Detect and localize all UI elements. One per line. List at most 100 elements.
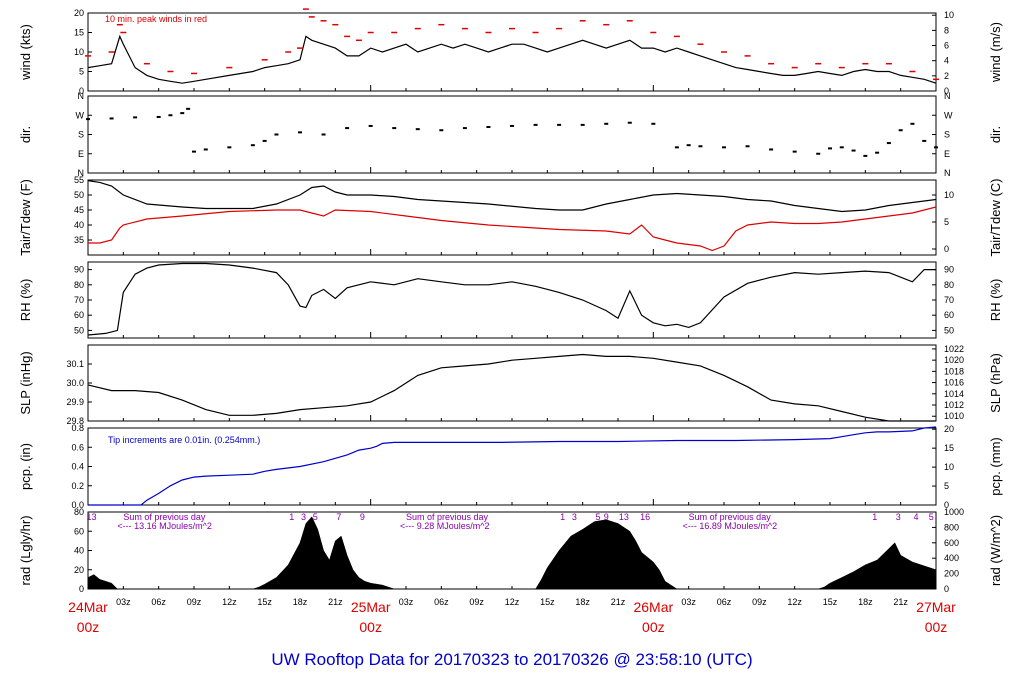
ytick-right-label: 1020 [944, 355, 964, 365]
ylabel-left: SLP (inHg) [18, 351, 33, 414]
x-hour-label: 09z [187, 597, 202, 607]
ylabel-right: dir. [988, 126, 1003, 143]
series-line-wind-speed [87, 34, 937, 84]
pcp-annotation: Tip increments are 0.01in. (0.254mm.) [108, 435, 260, 445]
ytick-left-label: 10 [74, 47, 84, 57]
ytick-left-label: 35 [74, 235, 84, 245]
ytick-left-label: 40 [74, 546, 84, 556]
x-hour-label: 03z [116, 597, 131, 607]
x-hour-label: 12z [222, 597, 237, 607]
ytick-right-label: W [944, 110, 953, 120]
ylabel-left: rad (Lgly/hr) [18, 515, 33, 585]
day-sum-value: <--- 9.28 MJoules/m^2 [400, 521, 490, 531]
x-day-hour: 00z [925, 619, 948, 635]
ytick-right-label: 10 [944, 190, 954, 200]
day-sum-title: Sum of previous day [123, 512, 206, 522]
x-day-date: 24Mar [68, 599, 108, 615]
ytick-left-label: 0.8 [71, 423, 84, 433]
day-sum-value: <--- 13.16 MJoules/m^2 [117, 521, 212, 531]
ylabel-left: pcp. (in) [18, 443, 33, 490]
ytick-left-label: 0.4 [71, 462, 84, 472]
ytick-left-label: 60 [74, 526, 84, 536]
ytick-left-label: 30.1 [66, 359, 84, 369]
panel-wind: 0 5 10 15 20 0 2 4 6 8 10 wind (kts) wind (m/s) 10 mi… [18, 8, 1003, 96]
ytick-left-label: 70 [74, 295, 84, 305]
ytick-right-label: N [944, 91, 951, 101]
rad-hour-marker: 9 [604, 512, 609, 522]
x-hour-label: 18z [858, 597, 873, 607]
ytick-right-label: 5 [944, 217, 949, 227]
ytick-left-label: E [78, 149, 84, 159]
ytick-left-label: 15 [74, 28, 84, 38]
x-day-date: 27Mar [916, 599, 956, 615]
rad-hour-marker: 4 [913, 512, 918, 522]
ytick-right-label: 1018 [944, 366, 964, 376]
x-hour-label: 15z [540, 597, 555, 607]
ytick-left-label: 80 [74, 507, 84, 517]
x-hour-label: 12z [505, 597, 520, 607]
ytick-right-label: 1016 [944, 378, 964, 388]
ytick-right-label: 0 [944, 244, 949, 254]
ytick-right-label: 8 [944, 25, 949, 35]
x-day-date: 26Mar [633, 599, 673, 615]
panel-pcp: 0.0 0.2 0.4 0.6 0.8 0 5 10 15 20 pcp. (in) pcp. (mm… [18, 423, 1003, 510]
panel-temp: 35 40 45 50 55 0 5 10 Tair/Tdew (F) Tair/Tdew (C) [18, 175, 1003, 257]
ytick-right-label: 10 [944, 462, 954, 472]
ytick-left-label: 40 [74, 220, 84, 230]
x-day-hour: 00z [77, 619, 100, 635]
ytick-left-label: 29.9 [66, 397, 84, 407]
ytick-left-label: 45 [74, 205, 84, 215]
ytick-right-label: 0 [944, 86, 949, 96]
ytick-right-label: S [944, 130, 950, 140]
rad-hour-marker: 1 [289, 512, 294, 522]
ytick-right-label: 5 [944, 481, 949, 491]
ytick-left-label: 50 [74, 325, 84, 335]
x-hour-label: 18z [293, 597, 308, 607]
ytick-left-label: N [78, 91, 85, 101]
panel-frame [87, 511, 937, 590]
panel-frame [87, 12, 937, 92]
ylabel-right: wind (m/s) [988, 22, 1003, 83]
x-hour-label: 21z [893, 597, 908, 607]
rad-hour-marker: 5 [595, 512, 600, 522]
ytick-right-label: 20 [944, 424, 954, 434]
ytick-right-label: E [944, 149, 950, 159]
ytick-left-label: 0.6 [71, 442, 84, 452]
rad-hour-marker: 16 [640, 512, 650, 522]
ytick-right-label: 10 [944, 10, 954, 20]
ytick-right-label: 1012 [944, 400, 964, 410]
x-hour-label: 09z [469, 597, 484, 607]
x-day-date: 25Mar [351, 599, 391, 615]
rad-hour-marker: 1 [872, 512, 877, 522]
x-hour-label: 21z [328, 597, 343, 607]
panel-frame [87, 179, 937, 256]
ytick-right-label: 200 [944, 569, 959, 579]
x-hour-label: 15z [257, 597, 272, 607]
x-hour-label: 03z [681, 597, 696, 607]
ylabel-right: RH (%) [988, 279, 1003, 322]
day-sum-title: Sum of previous day [406, 512, 489, 522]
radiation-area [87, 516, 937, 590]
ytick-left-label: N [78, 168, 85, 178]
ytick-right-label: 2 [944, 71, 949, 81]
ylabel-right: SLP (hPa) [988, 353, 1003, 413]
x-hour-label: 06z [151, 597, 166, 607]
ytick-left-label: 20 [74, 565, 84, 575]
ytick-left-label: W [76, 110, 85, 120]
ytick-left-label: 0.2 [71, 481, 84, 491]
ytick-left-label: 30.0 [66, 378, 84, 388]
rad-hour-marker: 5 [313, 512, 318, 522]
rad-hour-marker: 3 [896, 512, 901, 522]
ylabel-left: dir. [18, 126, 33, 143]
rad-hour-marker: 9 [360, 512, 365, 522]
ytick-right-label: 50 [944, 325, 954, 335]
ytick-right-label: 800 [944, 522, 959, 532]
ytick-right-label: 6 [944, 41, 949, 51]
panel-frame [87, 344, 937, 422]
x-hour-label: 03z [399, 597, 414, 607]
day-sum-title: Sum of previous day [689, 512, 772, 522]
ylabel-right: Tair/Tdew (C) [988, 178, 1003, 256]
